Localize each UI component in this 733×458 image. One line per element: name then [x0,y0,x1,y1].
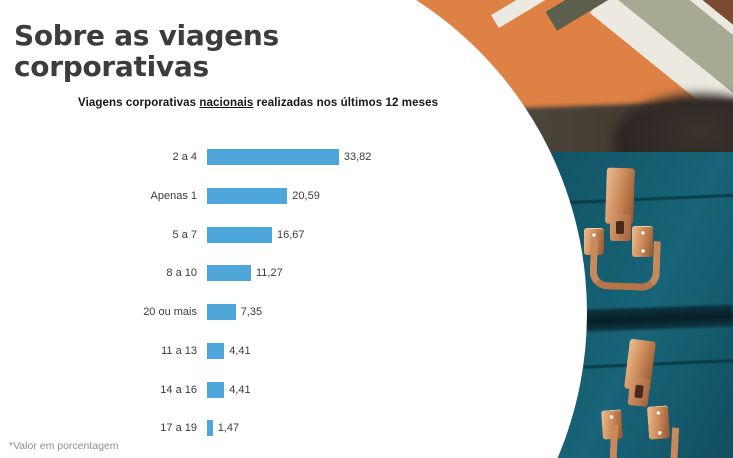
bar-value: 11,27 [256,267,283,280]
chart-row: 2 a 4 33,82 [0,149,480,165]
top-trunk-latch-keeper [610,214,631,241]
chart-row: 17 a 19 1,47 [0,420,480,437]
top-handle-plate-left [584,228,604,255]
bar-chart: 2 a 4 33,82 Apenas 1 20,59 5 a 7 16,67 8 a 10 1… [0,149,480,437]
chart-row: 11 a 13 4,41 [0,342,480,359]
bar [207,342,225,359]
footnote: *Valor em porcentagem [9,440,119,452]
page-title: Sobre as viagens corporativas [14,18,279,83]
bar-label: 17 a 19 [160,422,197,435]
bar [207,265,251,282]
bar [207,226,272,243]
bar [207,304,236,320]
bar-value: 7,35 [240,306,263,318]
bar-value: 4,41 [229,383,251,396]
chart-title: Viagens corporativas nacionais realizada… [78,97,438,109]
bar [207,187,288,204]
bar-label: 20 ou mais [143,306,197,318]
chart-title-underlined: nacionais [199,97,254,109]
bar [207,381,225,398]
bar-label: 5 a 7 [172,228,197,241]
bar-label: Apenas 1 [150,189,197,202]
bar-value: 16,67 [277,228,305,241]
bar-value: 20,59 [292,189,320,202]
chart-row: 8 a 10 11,27 [0,265,480,282]
chart-row: 20 ou mais 7,35 [0,304,480,320]
curved-mask [0,0,587,458]
bar [207,420,213,437]
chart-row: Apenas 1 20,59 [0,187,480,204]
bar-label: 2 a 4 [172,151,197,163]
top-handle-plate-right [632,226,653,257]
chart-row: 14 a 16 4,41 [0,381,480,398]
chart-title-before: Viagens corporativas [78,97,200,109]
chart-title-after: realizadas nos últimos 12 meses [253,97,439,109]
bar-label: 14 a 16 [160,383,197,396]
bar-value: 1,47 [217,422,240,435]
bar [207,149,339,165]
bar-value: 33,82 [343,151,372,163]
bar-label: 11 a 13 [161,344,197,357]
bar-value: 4,41 [229,344,251,357]
bar-label: 8 a 10 [166,267,197,280]
chart-row: 5 a 7 16,67 [0,226,480,243]
